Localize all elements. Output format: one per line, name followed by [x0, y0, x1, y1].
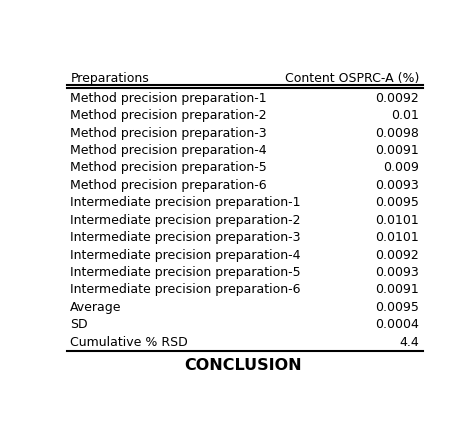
Text: Intermediate precision preparation-1: Intermediate precision preparation-1: [70, 196, 301, 209]
Text: 0.0101: 0.0101: [375, 214, 419, 227]
Text: Method precision preparation-3: Method precision preparation-3: [70, 127, 267, 140]
Text: Preparations: Preparations: [70, 72, 149, 85]
Text: 0.0091: 0.0091: [375, 284, 419, 296]
Text: Average: Average: [70, 301, 122, 314]
Text: 0.0095: 0.0095: [375, 196, 419, 209]
Text: CONCLUSION: CONCLUSION: [184, 358, 302, 373]
Text: Method precision preparation-6: Method precision preparation-6: [70, 179, 267, 192]
Text: Intermediate precision preparation-6: Intermediate precision preparation-6: [70, 284, 301, 296]
Text: 0.0004: 0.0004: [375, 319, 419, 331]
Text: Intermediate precision preparation-4: Intermediate precision preparation-4: [70, 249, 301, 262]
Text: 0.0095: 0.0095: [375, 301, 419, 314]
Text: Method precision preparation-5: Method precision preparation-5: [70, 161, 267, 175]
Text: 0.0093: 0.0093: [375, 179, 419, 192]
Text: Intermediate precision preparation-5: Intermediate precision preparation-5: [70, 266, 301, 279]
Text: 0.0098: 0.0098: [375, 127, 419, 140]
Text: Method precision preparation-1: Method precision preparation-1: [70, 92, 267, 105]
Text: 0.0092: 0.0092: [375, 92, 419, 105]
Text: 0.0091: 0.0091: [375, 144, 419, 157]
Text: 0.009: 0.009: [383, 161, 419, 175]
Text: Method precision preparation-2: Method precision preparation-2: [70, 109, 267, 122]
Text: SD: SD: [70, 319, 88, 331]
Text: Intermediate precision preparation-3: Intermediate precision preparation-3: [70, 231, 301, 244]
Text: 0.0092: 0.0092: [375, 249, 419, 262]
Text: 4.4: 4.4: [400, 336, 419, 349]
Text: 0.01: 0.01: [392, 109, 419, 122]
Text: 0.0093: 0.0093: [375, 266, 419, 279]
Text: 0.0101: 0.0101: [375, 231, 419, 244]
Text: Method precision preparation-4: Method precision preparation-4: [70, 144, 267, 157]
Text: Content OSPRC-A (%): Content OSPRC-A (%): [285, 72, 419, 85]
Text: Intermediate precision preparation-2: Intermediate precision preparation-2: [70, 214, 301, 227]
Text: Cumulative % RSD: Cumulative % RSD: [70, 336, 188, 349]
